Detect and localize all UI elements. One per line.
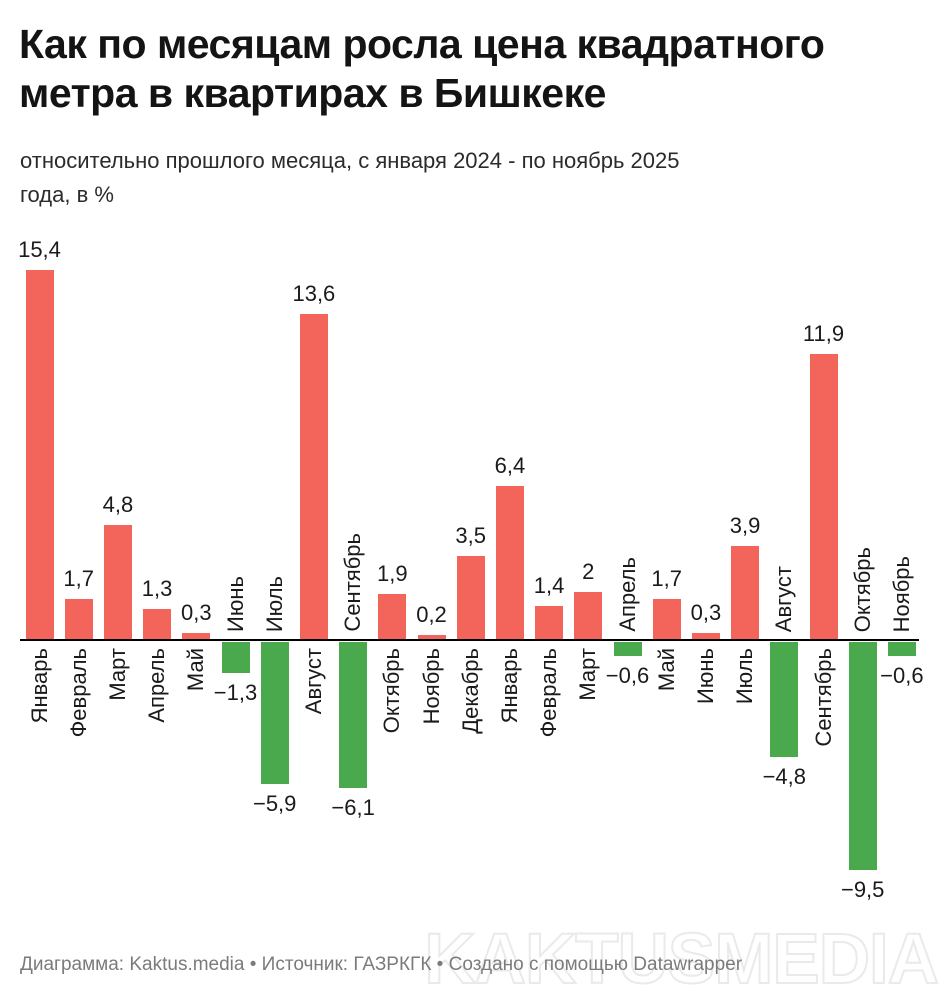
bar: [652, 599, 681, 640]
watermark: KAKTUSMEDIA: [423, 920, 940, 999]
bar: [691, 633, 720, 640]
bar: [221, 642, 250, 673]
month-label: Февраль: [65, 648, 91, 738]
bar-value-label: −5,9: [252, 791, 297, 816]
bar-value-label: 0,2: [416, 602, 447, 627]
bar-value-label: −4,8: [762, 764, 807, 789]
bar: [378, 594, 407, 640]
bar: [535, 606, 564, 640]
bar-value-label: 3,5: [455, 523, 486, 548]
bar-value-label: 6,4: [494, 453, 526, 478]
month-label: Январь: [26, 648, 52, 724]
bar: [574, 592, 603, 640]
bar: [613, 642, 642, 656]
month-label: Август: [300, 648, 326, 715]
bar-value-label: 1,9: [377, 561, 408, 586]
chart-subtitle-line1: относительно прошлого месяца, с января 2…: [20, 148, 680, 173]
chart-credit: Диаграмма: Kaktus.media • Источник: ГАЗР…: [20, 954, 743, 975]
chart-subtitle-line2: года, в %: [20, 182, 114, 207]
bar-value-label: 15,4: [18, 237, 61, 262]
month-label: Ноябрь: [888, 555, 914, 632]
bar: [260, 642, 289, 784]
month-label: Январь: [496, 648, 522, 724]
bar-value-label: −0,6: [605, 663, 650, 688]
bar-value-label: −1,3: [213, 680, 258, 705]
month-label: Июнь: [692, 648, 718, 704]
bar: [770, 642, 799, 757]
bar-value-label: 1,7: [63, 566, 94, 591]
month-label: Октябрь: [849, 546, 875, 632]
bar-value-label: 1,3: [141, 576, 173, 601]
month-label: Июль: [732, 648, 758, 705]
bar: [456, 556, 485, 640]
bar-value-label: −9,5: [840, 877, 885, 902]
month-label: Октябрь: [379, 648, 405, 734]
bar: [182, 633, 211, 640]
bar-value-label: −6,1: [331, 795, 375, 820]
bar: [143, 609, 172, 640]
bar: [339, 642, 368, 788]
month-label: Март: [104, 648, 130, 701]
bar-value-label: 13,6: [292, 281, 336, 306]
bar: [25, 270, 54, 640]
bar-value-label: 1,4: [533, 573, 565, 598]
bar-value-label: 2: [582, 559, 595, 584]
month-label: Август: [771, 565, 797, 632]
bar: [809, 354, 838, 640]
page-title-line1: Как по месяцам росла цена квадратного: [19, 21, 825, 67]
bar-value-label: 1,7: [651, 566, 682, 591]
bar-value-label: 0,3: [690, 600, 722, 625]
month-label: Февраль: [536, 648, 562, 738]
month-label: Ноябрь: [418, 648, 444, 725]
month-label: Май: [653, 648, 679, 692]
page-title: Как по месяцам росла цена квадратного ме…: [19, 20, 909, 118]
month-label: Июль: [261, 575, 287, 632]
x-axis-line: [20, 639, 919, 641]
bar-value-label: 4,8: [102, 492, 134, 517]
bar: [299, 314, 328, 640]
bar: [848, 642, 877, 870]
bar: [887, 642, 916, 656]
month-label: Апрель: [144, 648, 170, 723]
month-label: Сентябрь: [810, 648, 836, 747]
chart-subtitle: относительно прошлого месяца, с января 2…: [20, 144, 910, 212]
bar-value-label: 11,9: [802, 321, 845, 346]
bar-value-label: 0,3: [181, 600, 212, 625]
month-label: Декабрь: [457, 648, 483, 734]
bar: [495, 486, 524, 640]
bar: [103, 525, 132, 640]
bar-value-label: −0,6: [880, 663, 924, 688]
page-title-line2: метра в квартирах в Бишкеке: [19, 70, 606, 116]
bar: [417, 635, 446, 640]
bar: [731, 546, 760, 640]
bar: [64, 599, 93, 640]
bar-value-label: 3,9: [729, 513, 761, 538]
month-label: Июнь: [222, 576, 248, 632]
